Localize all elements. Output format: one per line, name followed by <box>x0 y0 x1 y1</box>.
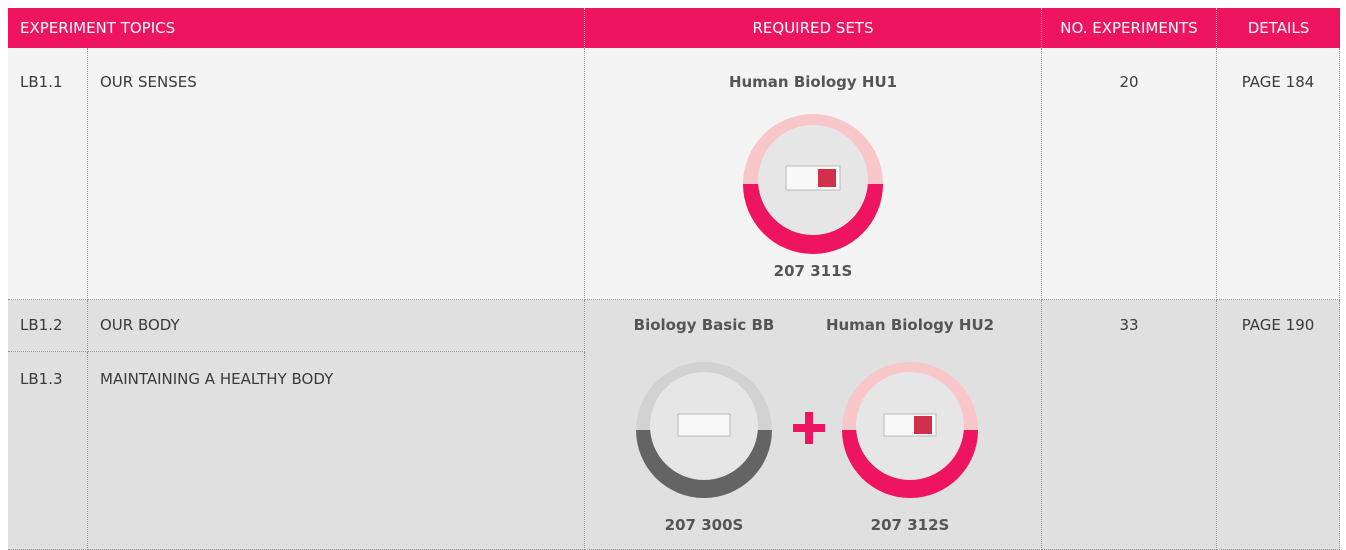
set-name: Human Biology HU1 <box>728 73 898 91</box>
topic-name: MAINTAINING A HEALTHY BODY <box>100 370 334 388</box>
cell <box>1042 48 1217 300</box>
header-cell: REQUIRED SETS <box>585 8 1042 48</box>
topic-code: LB1.2 <box>20 316 63 334</box>
cell <box>8 352 88 550</box>
set-image <box>743 114 883 254</box>
cell <box>88 352 585 550</box>
topic-name: OUR SENSES <box>100 73 197 91</box>
cell <box>88 48 585 300</box>
set-image <box>636 362 772 498</box>
details: PAGE 190 <box>1241 316 1315 334</box>
set-name: Biology Basic BB <box>633 316 775 334</box>
cell <box>1042 300 1217 550</box>
experiment-count: 20 <box>1119 73 1139 91</box>
set-number: 207 300S <box>664 516 744 534</box>
topic-code: LB1.1 <box>20 73 63 91</box>
topic-name: OUR BODY <box>100 316 180 334</box>
cell <box>8 48 88 300</box>
topic-code: LB1.3 <box>20 370 63 388</box>
cell <box>8 300 88 352</box>
cell <box>1217 48 1340 300</box>
header-cell: DETAILS <box>1217 8 1340 48</box>
set-image <box>842 362 978 498</box>
cell <box>88 300 585 352</box>
set-number: 207 311S <box>773 262 853 280</box>
cell <box>1217 300 1340 550</box>
header-cell: EXPERIMENT TOPICS <box>8 8 585 48</box>
header-cell: NO. EXPERIMENTS <box>1042 8 1217 48</box>
set-number: 207 312S <box>870 516 950 534</box>
plus-sign <box>793 412 825 444</box>
details: PAGE 184 <box>1241 73 1315 91</box>
set-name: Human Biology HU2 <box>825 316 995 334</box>
experiment-count: 33 <box>1119 316 1139 334</box>
